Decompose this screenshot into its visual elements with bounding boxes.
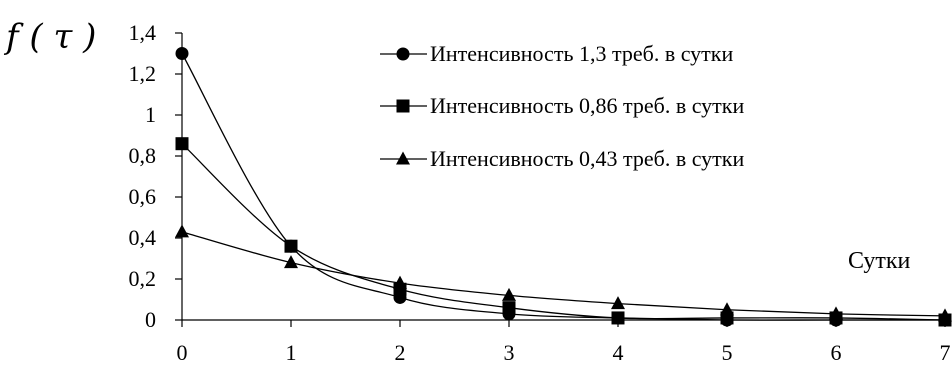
y-tick-label: 0,2 xyxy=(129,266,157,291)
data-point-triangle xyxy=(284,255,298,269)
series-circle xyxy=(175,47,952,327)
x-tick-label: 5 xyxy=(722,340,733,365)
y-tick-label: 0,8 xyxy=(129,143,157,168)
data-point-triangle xyxy=(829,306,843,320)
x-tick-label: 6 xyxy=(831,340,842,365)
legend-label: Интенсивность 1,3 треб. в сутки xyxy=(430,41,733,66)
legend-entry-circle: Интенсивность 1,3 треб. в сутки xyxy=(380,41,733,66)
y-tick-label: 0,6 xyxy=(129,184,157,209)
data-point-square xyxy=(502,301,516,315)
data-point-triangle xyxy=(502,287,516,301)
data-point-square xyxy=(175,137,189,151)
data-point-circle xyxy=(175,47,189,60)
legend-label: Интенсивность 0,43 треб. в сутки xyxy=(430,146,744,171)
legend-marker-circle xyxy=(396,47,410,61)
y-tick-label: 0,4 xyxy=(129,225,157,250)
x-tick-label: 7 xyxy=(940,340,951,365)
series-triangle xyxy=(175,224,952,322)
y-tick-label: 1 xyxy=(145,102,156,127)
legend-marker-triangle xyxy=(396,151,410,165)
series-line-triangle xyxy=(181,231,946,317)
y-tick-label: 1,2 xyxy=(129,61,157,86)
x-tick-label: 0 xyxy=(177,340,188,365)
y-axis-label: f ( τ ) xyxy=(3,17,96,57)
data-point-triangle xyxy=(393,275,407,289)
data-point-triangle xyxy=(611,296,625,310)
legend-label: Интенсивность 0,86 треб. в сутки xyxy=(430,93,744,118)
x-axis-label: Сутки xyxy=(848,248,911,274)
data-point-triangle xyxy=(938,308,952,322)
legend-entry-triangle: Интенсивность 0,43 треб. в сутки xyxy=(380,146,744,171)
y-tick-label: 0 xyxy=(145,307,156,332)
x-tick-label: 2 xyxy=(395,340,406,365)
y-tick-label: 1,4 xyxy=(129,20,157,45)
x-tick-label: 1 xyxy=(286,340,297,365)
data-point-square xyxy=(284,239,298,253)
legend-marker-square xyxy=(396,99,410,113)
legend-entry-square: Интенсивность 0,86 треб. в сутки xyxy=(380,93,744,118)
series-layer xyxy=(175,47,952,327)
axes: 0 0,2 0,4 0,6 0,8 1 1,2 1,4 0 1 2 3 4 5 6 7 xyxy=(129,20,951,365)
legend: Интенсивность 1,3 треб. в сутки Интенсивн… xyxy=(380,41,744,171)
data-point-triangle xyxy=(720,302,734,316)
x-tick-label: 3 xyxy=(504,340,515,365)
data-point-triangle xyxy=(175,224,189,238)
data-point-square xyxy=(611,311,625,325)
x-tick-label: 4 xyxy=(613,340,624,365)
